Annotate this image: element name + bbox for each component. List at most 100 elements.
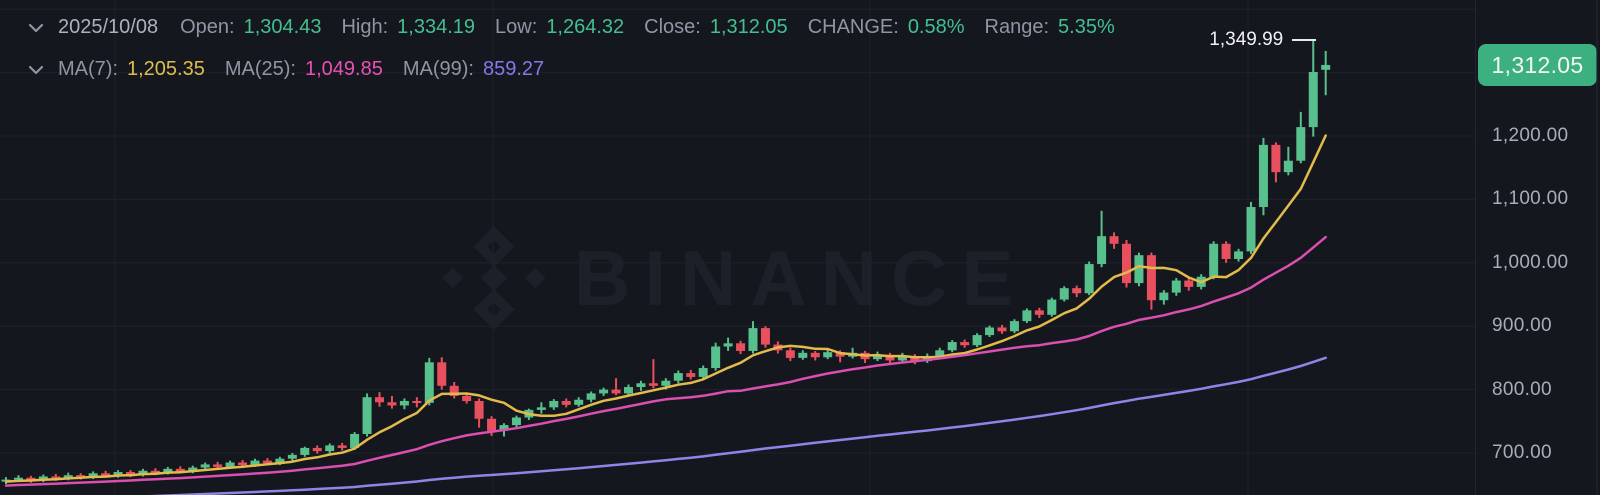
candle-body [1134,255,1144,284]
candle-body [1283,160,1293,173]
candle-body [38,476,48,481]
candle-body [698,368,708,377]
chevron-down-icon[interactable] [28,65,44,75]
candle-body [511,417,521,426]
legend-item-label: Low: [495,16,538,38]
chevron-down-icon[interactable] [28,23,44,33]
candle-body [1047,299,1057,315]
candle-body [1258,144,1268,208]
legend-item-label: MA(25): [224,58,296,80]
candle-body [1009,321,1019,332]
candle-body [611,389,621,394]
legend-item-value: 1,049.85 [304,58,383,80]
candle-body [126,472,135,475]
candle-body [412,401,422,404]
candle-body [462,395,472,402]
candle-body [76,475,86,478]
candle-body [897,355,907,361]
candle-body [711,346,721,369]
candle-body [1308,71,1318,128]
legend-item-label: MA(7): [58,58,118,80]
candle-body [785,350,795,358]
legend-item-label: CHANGE: [807,16,899,38]
price-axis-label: 900.00 [1492,315,1552,337]
candle-body [325,445,335,452]
price-axis-label: 1,100.00 [1492,188,1569,210]
candle-body [51,476,61,479]
candle-body [885,354,895,361]
candle-body [997,327,1007,332]
price-axis[interactable]: 1,200.00 1,100.00 1,000.00 900.00 800.00 700.… [1475,0,1600,495]
candle-body [225,462,235,467]
candle-body [1084,264,1094,294]
candle-body [238,462,248,466]
candle-body [101,473,111,476]
candle-body [312,447,322,452]
candle-body [150,470,160,473]
candle-body [1072,288,1082,294]
legend-item: MA(99): 859.27 [403,58,544,80]
candle-body [1022,310,1032,322]
legend-item-label: MA(99): [402,58,474,80]
legend-item-label: Open: [180,16,235,38]
legend-item: CHANGE: 0.58% [808,16,965,38]
candle-body [586,393,596,400]
legend-item: Low: 1,264.32 [495,16,624,38]
candle-body [113,472,123,476]
candle-body [26,477,36,481]
candle-body [636,383,646,388]
candle-body [935,350,945,357]
candle-body [474,401,484,419]
high-price-label: 1,349.99 [1209,28,1284,50]
candle-body [823,352,833,358]
candle-body [798,352,808,358]
candle-body [1097,236,1107,265]
candle-body [1034,310,1044,315]
candle-body [1209,243,1219,277]
legend-item-value: 1,334.19 [397,16,476,38]
candle-body [561,401,571,405]
candle-body [985,327,995,336]
candle-body [449,385,459,396]
legend-item-value: 0.58% [907,16,965,38]
candle-body [1159,292,1169,301]
candle-body [387,402,397,406]
legend-item: MA(7): 1,205.35 [58,58,205,80]
legend-item: Open: 1,304.43 [180,16,321,38]
candle-body [624,387,633,394]
candle-body [960,342,970,346]
legend-date: 2025/10/08 [58,16,159,38]
candle-body [399,401,409,406]
ma-values: MA(7): 1,205.35 MA(25): 1,049.85 MA(99): 859.… [58,58,564,81]
candle-body [424,362,434,403]
candle-body [13,477,23,480]
candle-body [362,397,372,434]
candle-body [437,362,447,386]
candle-body [574,399,584,405]
legend-item: Range: 5.35% [985,16,1115,38]
candle-body [673,373,683,381]
candle-body [1321,64,1331,70]
candle-body [1296,127,1306,161]
legend-item: Close: 1,312.05 [644,16,788,38]
legend-item-label: Close: [644,16,701,38]
price-axis-label: 800.00 [1492,378,1552,400]
candle-body [648,383,658,386]
candle-body [275,458,285,464]
legend-item: MA(25): 1,049.85 [225,58,383,80]
candle-body [661,380,671,386]
legend-item: High: 1,334.19 [341,16,475,38]
last-price-badge: 1,312.05 [1478,43,1597,86]
legend-item-value: 1,304.43 [243,16,322,38]
annotation-dash [1292,38,1317,41]
legend-item-value: 1,312.05 [709,16,788,38]
candle-body [1146,255,1156,301]
candle-body [287,454,297,459]
legend-item-label: High: [341,16,389,38]
price-axis-label: 1,200.00 [1492,125,1569,146]
candle-body [686,373,696,377]
candle-body [1246,207,1256,252]
legend-item-value: 5.35% [1058,16,1115,38]
